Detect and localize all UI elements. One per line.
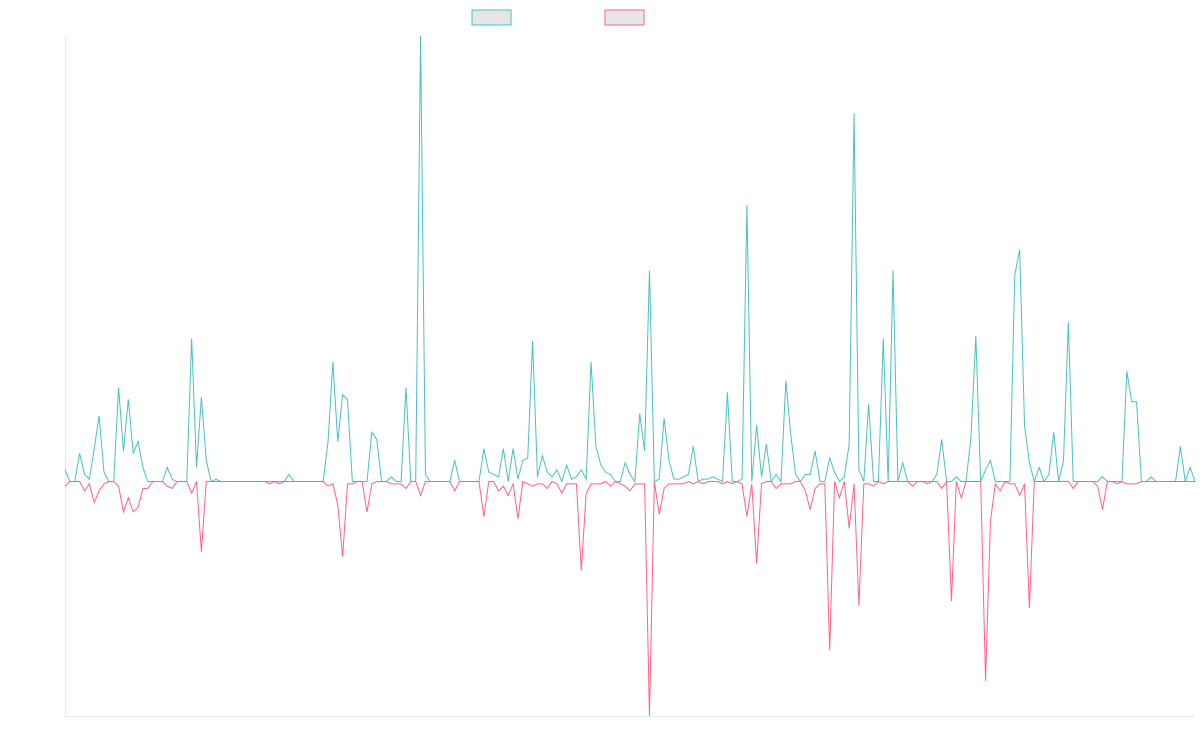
legend-item-1[interactable] [471, 9, 512, 26]
plot-area [64, 35, 1196, 717]
legend-item-2[interactable] [604, 9, 645, 26]
legend [471, 9, 645, 26]
series-line-2 [64, 480, 1195, 717]
series-line-1 [64, 35, 1196, 484]
legend-swatch-series-2 [604, 9, 645, 26]
series-layer [64, 35, 1196, 717]
legend-swatch-series-1 [471, 9, 512, 26]
